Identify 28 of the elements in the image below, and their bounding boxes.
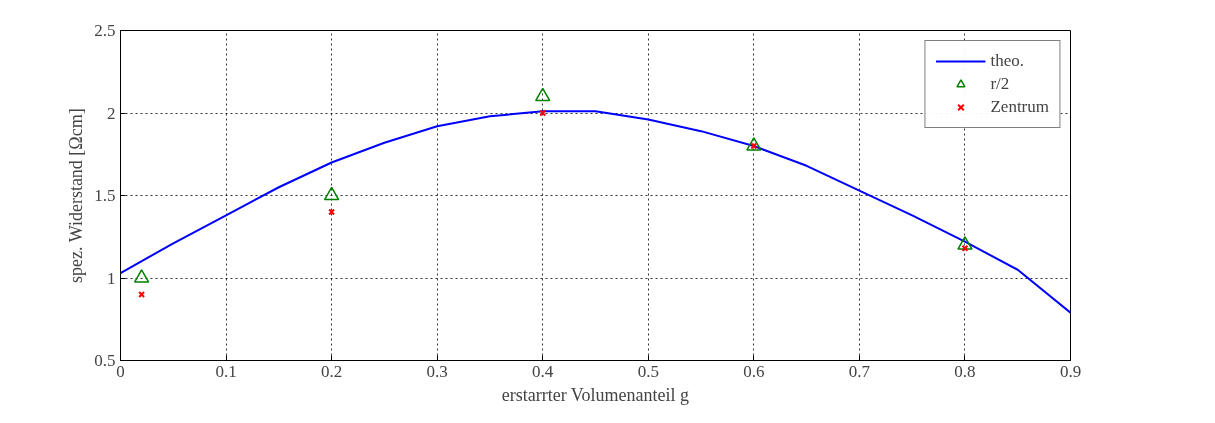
point: [133, 269, 150, 283]
line-series: [120, 110, 1071, 314]
point: [746, 137, 762, 151]
legend-label: Zentrum: [990, 97, 1049, 117]
x-tick-label: 0.6: [743, 361, 765, 381]
x-tick-label: 0.5: [637, 361, 659, 381]
x-tick-label: 0.8: [954, 361, 976, 381]
x-tick-label: 0.3: [426, 361, 448, 381]
x-tick-label: 0.4: [532, 361, 554, 381]
x-tick-label: 0.2: [320, 361, 343, 381]
x-tick-label: 0.1: [215, 361, 237, 381]
x-tick-label: 0: [116, 361, 125, 381]
x-axis-title: erstarrter Volumenanteil g: [501, 384, 689, 405]
point: [961, 244, 969, 252]
point: [957, 236, 973, 250]
y-axis-title: spez. Widerstand [Ωcm]: [66, 108, 87, 284]
point: [539, 109, 547, 117]
legend-label: r/2: [990, 74, 1011, 94]
x-tick-label: 0.9: [1059, 361, 1082, 381]
y-tick-label: 2: [107, 103, 116, 123]
legend-label: theo.: [990, 51, 1024, 71]
y-tick-label: 1: [107, 268, 116, 288]
point: [534, 87, 551, 102]
y-tick-label: 1.5: [94, 186, 116, 205]
x-tick-label: 0.7: [848, 361, 871, 381]
y-tick-label: 2.5: [94, 21, 116, 40]
point: [328, 208, 336, 216]
point: [323, 186, 340, 201]
